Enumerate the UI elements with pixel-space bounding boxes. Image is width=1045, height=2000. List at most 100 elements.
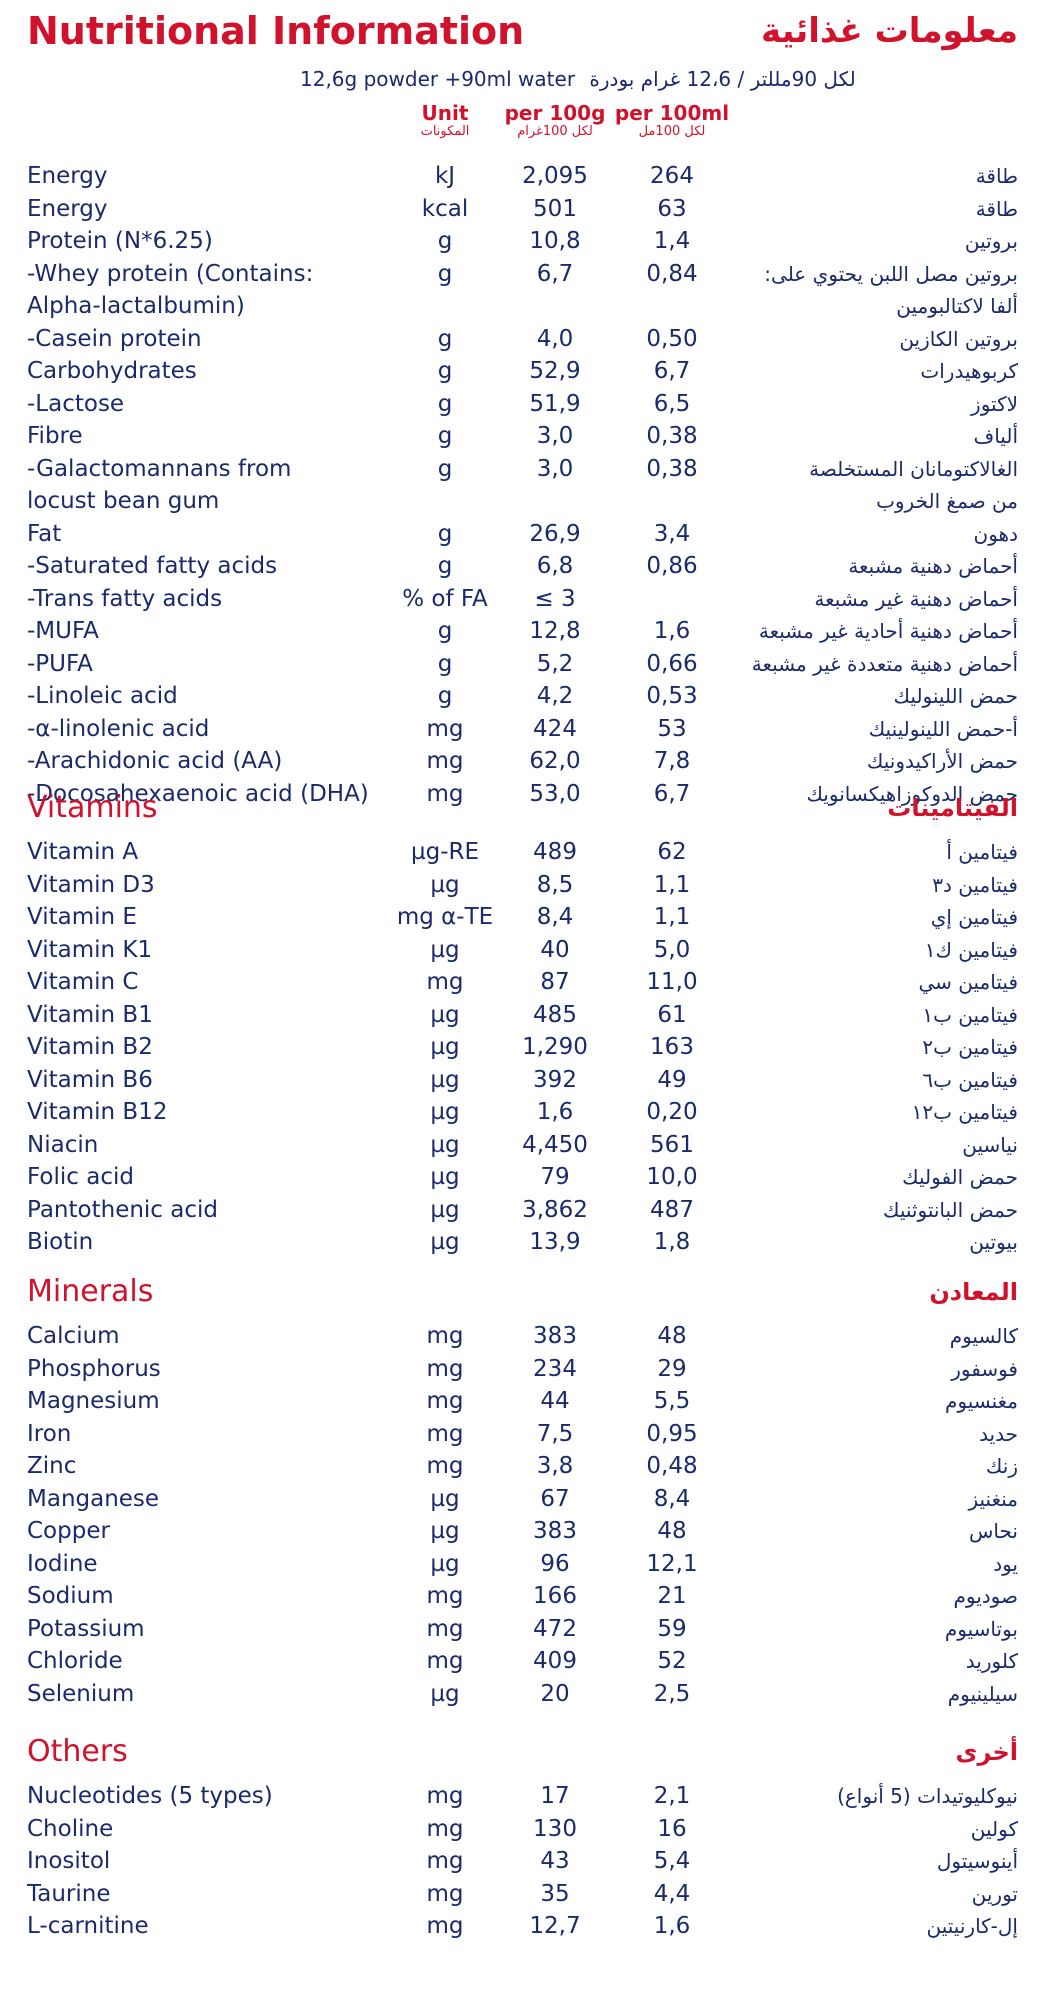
nutrient-name-arabic: لاكتوز bbox=[971, 391, 1018, 416]
table-row: Selenium µg 20 2,5 سيلينيوم bbox=[0, 1678, 1045, 1710]
value-per-100ml: 2,1 bbox=[653, 1783, 691, 1809]
column-header-per-100ml: per 100ml لكل 100مل bbox=[612, 102, 732, 140]
nutrient-name: Taurine bbox=[27, 1880, 111, 1907]
column-header-per-100ml-ar: لكل 100مل bbox=[638, 124, 706, 139]
nutrient-name: Choline bbox=[27, 1815, 114, 1842]
nutrient-name-arabic: مغنسيوم bbox=[945, 1389, 1018, 1413]
nutrient-name-arabic: دهون bbox=[973, 521, 1018, 546]
value-per-100g: 6,7 bbox=[536, 260, 574, 287]
nutrient-name: Chloride bbox=[27, 1648, 123, 1674]
section-heading-arabic: الفيتامينات bbox=[887, 794, 1018, 822]
nutrient-name: Vitamin A bbox=[27, 839, 139, 865]
table-row: -Whey protein (Contains: g 6,7 0,84 بروتين م… bbox=[0, 258, 1045, 290]
value-per-100ml: 52 bbox=[657, 1648, 687, 1674]
nutrient-name-arabic: صوديوم bbox=[953, 1584, 1018, 1608]
nutrient-unit: kcal bbox=[421, 195, 469, 222]
nutrient-name-arabic: حمض اللينوليك bbox=[893, 684, 1018, 708]
nutrient-name-arabic: الغالاكتومانان المستخلصة bbox=[809, 456, 1018, 481]
value-per-100ml: 21 bbox=[657, 1583, 687, 1609]
value-per-100g: 12,8 bbox=[529, 618, 581, 644]
value-per-100ml: 7,8 bbox=[653, 748, 691, 774]
value-per-100g: 53,0 bbox=[529, 780, 581, 807]
nutrient-name: Niacin bbox=[27, 1131, 99, 1158]
table-row: Vitamin B6 µg 392 49 فيتامين ب٦ bbox=[0, 1064, 1045, 1096]
nutrient-unit: µg bbox=[430, 1485, 460, 1512]
nutrient-name: -Linoleic acid bbox=[27, 683, 178, 709]
value-per-100ml: 48 bbox=[657, 1518, 687, 1544]
column-header-per-100g-ar: لكل 100غرام bbox=[517, 124, 593, 139]
nutrient-unit: g bbox=[437, 683, 453, 709]
nutrient-name: Manganese bbox=[27, 1485, 160, 1512]
value-per-100ml: 63 bbox=[657, 195, 687, 222]
nutrient-name: Alpha-lactalbumin) bbox=[27, 293, 245, 319]
value-per-100ml: 0,84 bbox=[646, 260, 698, 287]
value-per-100g: 3,0 bbox=[536, 423, 574, 449]
nutrient-name: -Lactose bbox=[27, 390, 125, 417]
nutrient-unit: mg bbox=[426, 1913, 464, 1939]
nutrient-name: Magnesium bbox=[27, 1388, 160, 1414]
nutrient-unit: kJ bbox=[434, 163, 456, 189]
nutrient-name: Vitamin C bbox=[27, 969, 139, 995]
nutrient-name-arabic: أحماض دهنية متعددة غير مشبعة bbox=[751, 651, 1018, 676]
nutrient-name: Inositol bbox=[27, 1848, 111, 1874]
serving-size-en: 12,6g powder +90ml water bbox=[300, 67, 576, 91]
table-row: Copper µg 383 48 نحاس bbox=[0, 1515, 1045, 1547]
table-row: locust bean gum من صمغ الخروب bbox=[0, 485, 1045, 517]
table-row: Nucleotides (5 types) mg 17 2,1 نيوكليوتيدات… bbox=[0, 1780, 1045, 1812]
nutrient-name: Potassium bbox=[27, 1615, 145, 1642]
nutrient-unit: g bbox=[437, 455, 453, 482]
nutrient-name-arabic: طاقة bbox=[975, 196, 1018, 221]
nutrient-unit: µg bbox=[430, 1164, 460, 1190]
nutrient-unit: mg bbox=[426, 1880, 464, 1907]
value-per-100ml: 0,53 bbox=[646, 683, 698, 709]
nutrient-name: -Saturated fatty acids bbox=[27, 553, 278, 579]
table-row: Vitamin B2 µg 1,290 163 فيتامين ب٢ bbox=[0, 1031, 1045, 1063]
nutrient-name-arabic: حمض الفوليك bbox=[902, 1165, 1018, 1189]
table-row: Choline mg 130 16 كولين bbox=[0, 1813, 1045, 1845]
nutrient-name-arabic: حمض البانتوثنيك bbox=[883, 1197, 1018, 1222]
nutrient-name: Zinc bbox=[27, 1453, 77, 1479]
nutrient-name-arabic: سيلينيوم bbox=[947, 1681, 1018, 1706]
value-per-100g: 3,8 bbox=[536, 1453, 574, 1479]
table-row: Alpha-lactalbumin) ألفا لاكتالبومين bbox=[0, 290, 1045, 322]
nutrient-unit: g bbox=[437, 520, 453, 547]
nutrient-name-arabic: بروتين bbox=[964, 229, 1018, 253]
nutrient-name-arabic: كالسيوم bbox=[949, 1324, 1018, 1348]
nutrient-unit: mg bbox=[426, 1615, 464, 1642]
value-per-100g: 392 bbox=[533, 1066, 577, 1093]
nutrient-name: -PUFA bbox=[27, 650, 93, 677]
table-row: Fibre g 3,0 0,38 ألياف bbox=[0, 420, 1045, 452]
column-header-unit-en: Unit bbox=[421, 101, 469, 125]
value-per-100g: 166 bbox=[533, 1583, 577, 1609]
table-row: -Lactose g 51,9 6,5 لاكتوز bbox=[0, 388, 1045, 420]
nutrient-name-arabic: أحماض دهنية مشبعة bbox=[848, 554, 1018, 578]
value-per-100ml: 6,7 bbox=[653, 780, 691, 807]
table-row: Biotin µg 13,9 1,8 بيوتين bbox=[0, 1226, 1045, 1258]
value-per-100ml: 0,48 bbox=[646, 1453, 698, 1479]
nutrient-name: locust bean gum bbox=[27, 488, 220, 514]
nutrient-name: Carbohydrates bbox=[27, 358, 197, 384]
table-row: -Docosahexaenoic acid (DHA) mg 53,0 6,7 حمض … bbox=[0, 778, 1045, 810]
table-row: Potassium mg 472 59 بوتاسيوم bbox=[0, 1613, 1045, 1645]
nutrient-name-arabic: فيتامين ب١٢ bbox=[911, 1100, 1018, 1124]
value-per-100g: 409 bbox=[533, 1648, 577, 1674]
table-row: Iodine µg 96 12,1 يود bbox=[0, 1548, 1045, 1580]
nutrient-name: -MUFA bbox=[27, 618, 99, 644]
nutrient-unit: mg bbox=[426, 1355, 464, 1382]
nutrient-unit: µg-RE bbox=[410, 839, 480, 865]
nutrient-name: Vitamin B6 bbox=[27, 1066, 153, 1093]
page-title: Nutritional Information bbox=[27, 9, 525, 53]
nutrient-unit: mg bbox=[426, 715, 464, 742]
table-row: Vitamin A µg-RE 489 62 فيتامين أ bbox=[0, 836, 1045, 868]
value-per-100g: 8,4 bbox=[536, 904, 574, 930]
nutrient-name: Phosphorus bbox=[27, 1355, 161, 1382]
value-per-100ml: 53 bbox=[657, 715, 687, 742]
value-per-100g: 26,9 bbox=[529, 520, 581, 547]
nutrient-unit: µg bbox=[430, 1131, 460, 1158]
value-per-100g: 12,7 bbox=[529, 1913, 581, 1939]
table-row: Vitamin E mg α-TE 8,4 1,1 فيتامين إي bbox=[0, 901, 1045, 933]
nutrient-name-arabic: ألياف bbox=[973, 424, 1018, 448]
value-per-100g: 1,290 bbox=[522, 1034, 588, 1060]
nutrient-unit: mg bbox=[426, 969, 464, 995]
value-per-100g: 489 bbox=[533, 839, 577, 865]
